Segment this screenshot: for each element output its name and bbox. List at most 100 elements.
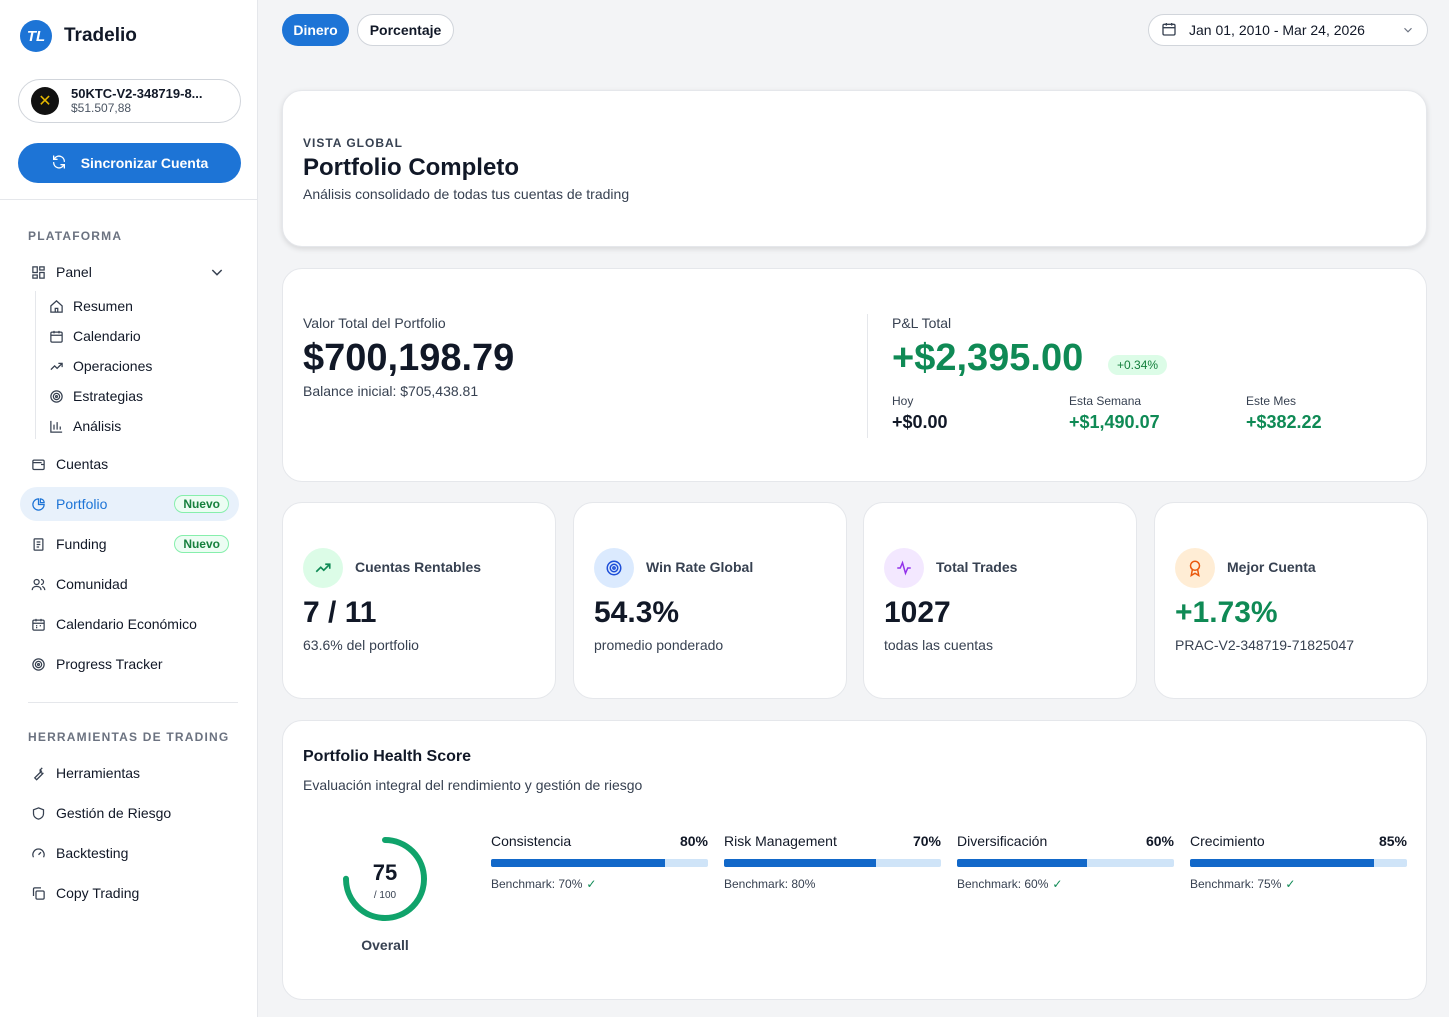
- metric-benchmark: Benchmark: 80%: [724, 877, 819, 891]
- sidebar-item-cuentas[interactable]: Cuentas: [20, 447, 239, 481]
- metric-percent: 70%: [912, 833, 941, 849]
- pnl-label: P&L Total: [892, 315, 952, 331]
- sidebar-item-label: Calendario Económico: [56, 616, 197, 632]
- hero-card: VISTA GLOBAL Portfolio Completo Análisis…: [282, 90, 1427, 247]
- total-value: $700,198.79: [303, 337, 515, 379]
- metric-name: Risk Management: [724, 833, 837, 849]
- date-range-picker[interactable]: Jan 01, 2010 - Mar 24, 2026: [1148, 14, 1428, 46]
- section-label-platform: PLATAFORMA: [28, 229, 123, 243]
- metric-name: Consistencia: [491, 833, 572, 849]
- refresh-icon: [51, 154, 67, 173]
- sidebar-subitem-resumen[interactable]: Resumen: [48, 294, 133, 318]
- sidebar-subitem-analisis[interactable]: Análisis: [48, 414, 121, 438]
- sidebar-item-herramientas[interactable]: Herramientas: [20, 756, 239, 790]
- health-score-card: Portfolio Health Score Evaluación integr…: [282, 720, 1427, 1000]
- sidebar-item-copy-trading[interactable]: Copy Trading: [20, 876, 239, 910]
- stat-card-total-trades: Total Trades 1027 todas las cuentas: [863, 502, 1137, 699]
- sidebar-item-progress-tracker[interactable]: Progress Tracker: [20, 647, 239, 681]
- toggle-money[interactable]: Dinero: [282, 14, 349, 46]
- stat-subtitle: promedio ponderado: [594, 637, 724, 653]
- target-icon: [594, 548, 634, 588]
- metric-bar-fill: [1190, 859, 1375, 867]
- sidebar-subitem-operaciones[interactable]: Operaciones: [48, 354, 152, 378]
- portfolio-summary-card: Valor Total del Portfolio $700,198.79 Ba…: [282, 268, 1427, 482]
- page-subtitle: Análisis consolidado de todas tus cuenta…: [303, 186, 630, 202]
- sync-account-button[interactable]: Sincronizar Cuenta: [18, 143, 241, 183]
- users-icon: [30, 576, 46, 592]
- account-name: 50KTC-V2-348719-8...: [71, 86, 203, 101]
- health-score-max: / 100: [373, 890, 397, 901]
- metric-benchmark: Benchmark: 70% ✓: [491, 877, 596, 891]
- target-icon: [48, 388, 64, 404]
- trending-up-icon: [303, 548, 343, 588]
- sidebar-subitem-label: Operaciones: [73, 358, 153, 374]
- sidebar-item-calendario-economico[interactable]: Calendario Económico: [20, 607, 239, 641]
- check-icon: ✓: [586, 877, 597, 891]
- brand-logo: TL: [20, 20, 52, 52]
- stat-subtitle: 63.6% del portfolio: [303, 637, 419, 653]
- metric-bar: [957, 859, 1174, 867]
- sidebar-divider: [0, 199, 257, 200]
- sidebar-subitem-label: Análisis: [73, 418, 122, 434]
- brand-name: Tradelio: [64, 25, 137, 46]
- sidebar-item-label: Portfolio: [56, 496, 108, 512]
- stat-value: 1027: [884, 596, 951, 629]
- today-value: +$0.00: [892, 412, 948, 432]
- metric-name: Crecimiento: [1190, 833, 1265, 849]
- stat-card-win-rate: Win Rate Global 54.3% promedio ponderado: [573, 502, 847, 699]
- brand[interactable]: TL Tradelio: [20, 20, 137, 52]
- toggle-percent[interactable]: Porcentaje: [357, 14, 454, 46]
- sidebar-item-funding[interactable]: Funding Nuevo: [20, 527, 239, 561]
- health-score-ring: [343, 837, 427, 921]
- sidebar-item-gestion-riesgo[interactable]: Gestión de Riesgo: [20, 796, 239, 830]
- metric-bar: [491, 859, 708, 867]
- sidebar-subitem-estrategias[interactable]: Estrategias: [48, 384, 143, 408]
- date-range-value: Jan 01, 2010 - Mar 24, 2026: [1189, 22, 1365, 38]
- metric-percent: 60%: [1145, 833, 1174, 849]
- health-score-value: 75: [372, 860, 398, 885]
- stat-title: Cuentas Rentables: [355, 559, 482, 575]
- calendar-icon: [48, 328, 64, 344]
- document-icon: [30, 536, 46, 552]
- account-balance: $51.507,88: [71, 100, 132, 115]
- metric-name: Diversificación: [957, 833, 1048, 849]
- sidebar-item-label: Gestión de Riesgo: [56, 805, 172, 821]
- sidebar-item-label: Backtesting: [56, 845, 129, 861]
- hero-eyebrow: VISTA GLOBAL: [303, 136, 403, 150]
- chevron-down-icon[interactable]: [209, 264, 225, 283]
- sidebar-item-comunidad[interactable]: Comunidad: [20, 567, 239, 601]
- stat-value: 54.3%: [594, 596, 680, 629]
- initial-balance: Balance inicial: $705,438.81: [303, 383, 479, 399]
- account-selector[interactable]: ✕ 50KTC-V2-348719-8... $51.507,88: [18, 79, 241, 123]
- sidebar-divider: [28, 702, 238, 703]
- metric-benchmark-text: Benchmark: 70%: [491, 877, 583, 891]
- pnl-value: +$2,395.00: [892, 337, 1084, 379]
- stat-subtitle: todas las cuentas: [884, 637, 993, 653]
- sidebar-subitem-label: Estrategias: [73, 388, 144, 404]
- metric-bar: [724, 859, 941, 867]
- metric-bar-fill: [957, 859, 1088, 867]
- trending-icon: [48, 358, 64, 374]
- new-badge: Nuevo: [174, 535, 229, 553]
- sidebar-item-label: Panel: [56, 264, 92, 280]
- gauge-icon: [30, 845, 46, 861]
- sidebar-item-panel[interactable]: Panel: [20, 255, 239, 289]
- sidebar-item-label: Funding: [56, 536, 107, 552]
- sidebar: TL Tradelio ✕ 50KTC-V2-348719-8... $51.5…: [0, 0, 258, 1017]
- health-score-arc: [343, 837, 427, 921]
- sidebar-item-label: Cuentas: [56, 456, 109, 472]
- check-icon: ✓: [1052, 877, 1063, 891]
- sidebar-item-backtesting[interactable]: Backtesting: [20, 836, 239, 870]
- sidebar-subitem-calendario[interactable]: Calendario: [48, 324, 141, 348]
- home-icon: [48, 298, 64, 314]
- check-icon: ✓: [1285, 877, 1296, 891]
- sidebar-item-label: Progress Tracker: [56, 656, 163, 672]
- metric-bar-fill: [491, 859, 665, 867]
- wrench-icon: [30, 765, 46, 781]
- metric-benchmark-text: Benchmark: 60%: [957, 877, 1049, 891]
- grid-icon: [30, 264, 46, 280]
- stat-title: Mejor Cuenta: [1227, 559, 1316, 575]
- metric-benchmark-text: Benchmark: 75%: [1190, 877, 1282, 891]
- summary-divider: [867, 314, 868, 438]
- sidebar-item-portfolio[interactable]: Portfolio Nuevo: [20, 487, 239, 521]
